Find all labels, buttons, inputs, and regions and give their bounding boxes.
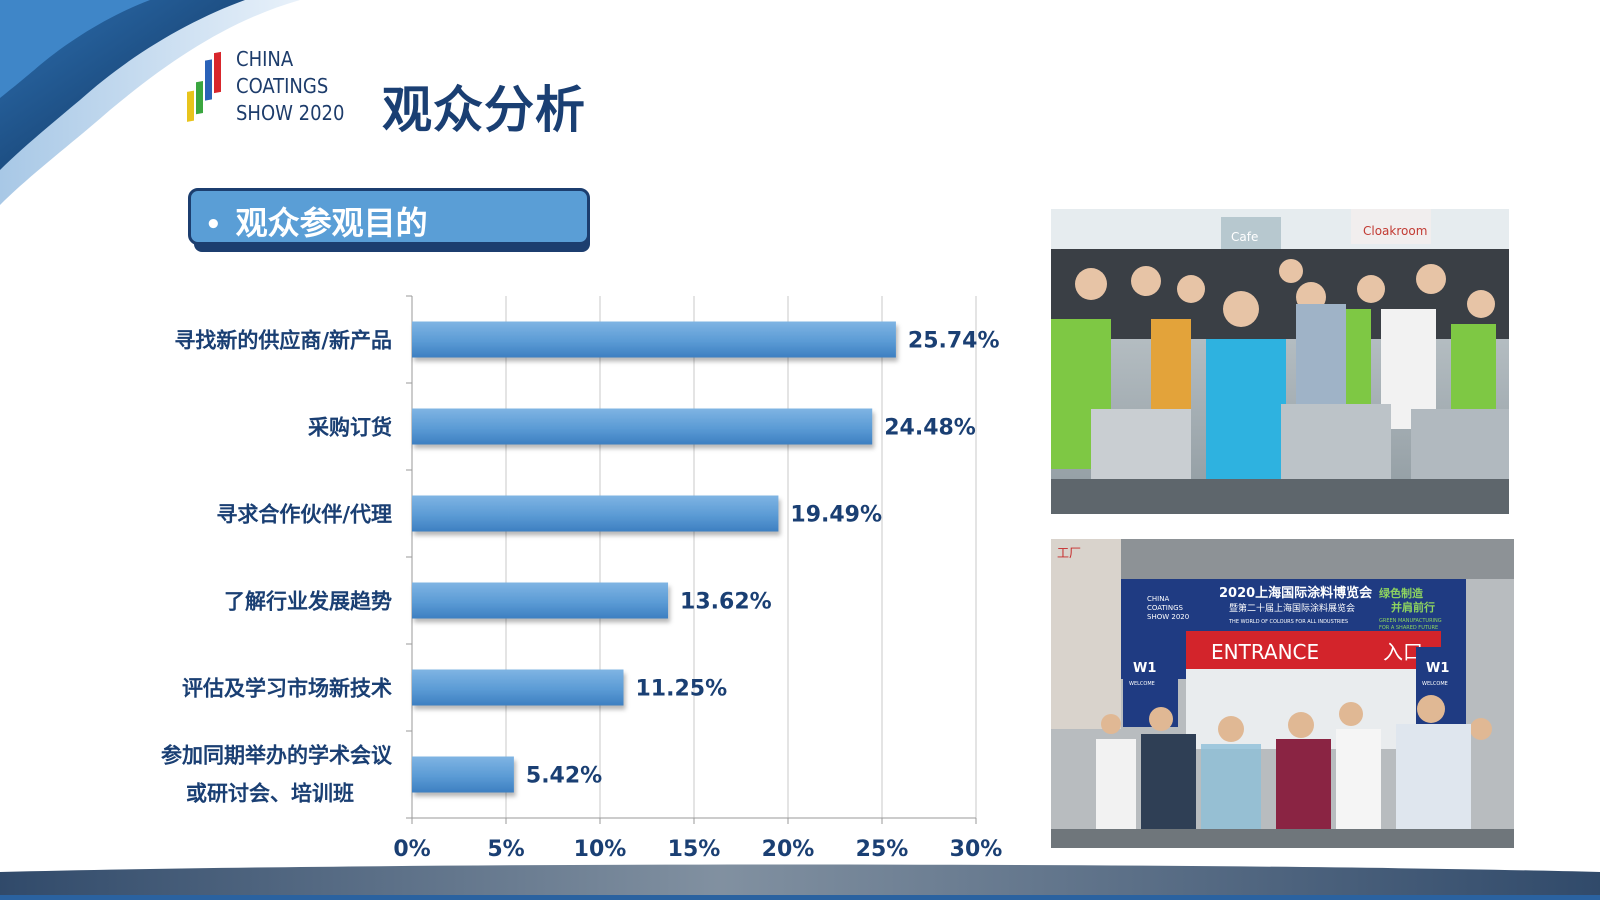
photo2-logo-line2: COATINGS	[1147, 604, 1184, 612]
x-tick-label: 20%	[762, 837, 815, 862]
section-heading-label: • 观众参观目的	[205, 198, 428, 244]
bar-value-label: 13.62%	[680, 590, 772, 615]
photo2-factory-sign: 工厂	[1057, 546, 1081, 560]
photo1-sign-cafe: Cafe	[1231, 230, 1258, 244]
bottom-band-decoration	[0, 864, 1600, 900]
x-tick-label: 0%	[393, 837, 430, 862]
entrance-turnstile-photo: Cloakroom Cafe	[1051, 209, 1509, 514]
x-tick-label: 30%	[950, 837, 1003, 862]
bar-value-label: 24.48%	[884, 416, 976, 441]
bar-value-label: 11.25%	[636, 677, 728, 702]
category-label: 采购订货	[308, 416, 392, 440]
category-label: 寻找新的供应商/新产品	[174, 329, 392, 353]
photo2-logo-line1: CHINA	[1147, 595, 1169, 603]
photo2-slogan-line1: 绿色制造	[1379, 586, 1424, 600]
section-heading-face: • 观众参观目的	[188, 188, 590, 245]
photo2-slogan-line2: 并肩前行	[1391, 600, 1435, 614]
photo2-entrance-text: ENTRANCE	[1211, 640, 1319, 664]
bar	[412, 669, 624, 706]
x-tick-label: 15%	[668, 837, 721, 862]
bar	[412, 582, 669, 619]
logo-line-1: CHINA	[236, 47, 294, 71]
photo2-hall-left-sub: WELCOME	[1129, 681, 1155, 687]
bar	[412, 321, 896, 358]
bar-value-label: 5.42%	[526, 764, 602, 789]
category-label: 或研讨会、培训班	[186, 782, 354, 806]
photo-hall-illustration: 工厂 CHINA COATINGS SHOW 2020 2020上海国际涂料博览…	[1051, 539, 1514, 848]
section-heading-text: 观众参观目的	[235, 204, 428, 242]
section-heading: • 观众参观目的	[188, 188, 590, 252]
bar-value-label: 19.49%	[790, 503, 882, 528]
bar-value-label: 25.74%	[908, 329, 1000, 354]
photo-crowd-illustration: Cloakroom Cafe	[1051, 209, 1509, 514]
category-label: 参加同期举办的学术会议	[161, 744, 393, 768]
bar	[412, 756, 514, 793]
photo2-hall-right: W1	[1426, 661, 1449, 676]
photo2-hall-left: W1	[1133, 661, 1156, 676]
hall-entrance-photo: 工厂 CHINA COATINGS SHOW 2020 2020上海国际涂料博览…	[1051, 539, 1514, 848]
bar	[412, 495, 779, 532]
photo2-slogan-en1: GREEN MANUFACTURING	[1379, 618, 1442, 624]
photo2-banner-line1: 2020上海国际涂料博览会	[1219, 585, 1373, 601]
bar	[412, 408, 873, 445]
photo2-slogan-en2: FOR A SHARED FUTURE	[1379, 625, 1438, 631]
category-label: 寻求合作伙伴/代理	[216, 503, 392, 527]
photo2-banner-sub: THE WORLD OF COLOURS FOR ALL INDUSTRIES	[1228, 619, 1348, 625]
x-tick-label: 5%	[487, 837, 524, 862]
bullet-icon: •	[205, 210, 222, 240]
photo1-sign-cloakroom: Cloakroom	[1363, 224, 1427, 238]
logo-wordmark: CHINA COATINGS SHOW 2020	[236, 46, 366, 127]
photo2-logo-line3: SHOW 2020	[1147, 613, 1189, 621]
x-tick-label: 25%	[856, 837, 909, 862]
logo-line-2: COATINGS	[236, 74, 329, 98]
photo2-hall-right-sub: WELCOME	[1422, 681, 1448, 687]
logo-line-3: SHOW 2020	[236, 101, 345, 125]
category-label: 了解行业发展趋势	[224, 590, 392, 614]
brand-logo: CHINA COATINGS SHOW 2020	[186, 46, 361, 126]
corner-swoosh-decoration	[0, 0, 300, 205]
page-title: 观众分析	[382, 81, 586, 139]
photo2-banner-line2: 暨第二十届上海国际涂料展览会	[1229, 602, 1355, 614]
x-tick-label: 10%	[574, 837, 627, 862]
logo-bars-icon	[187, 51, 221, 122]
category-label: 评估及学习市场新技术	[182, 677, 392, 701]
visitor-purpose-bar-chart: 0% 5% 10% 15% 20% 25% 30% 25.74% 寻找新的供应商/新产品 24.4…	[161, 295, 1003, 862]
